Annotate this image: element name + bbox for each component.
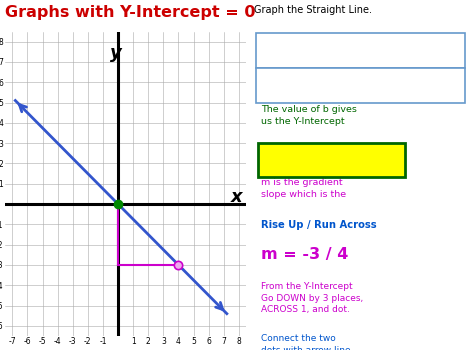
Text: Connect the two
dots with arrow line: Connect the two dots with arrow line xyxy=(261,334,350,350)
Text: The value of b gives
us the Y-Intercept: The value of b gives us the Y-Intercept xyxy=(261,105,356,126)
Text: Rise Up / Run Across: Rise Up / Run Across xyxy=(261,220,376,231)
Text: From the Y-Intercept
Go DOWN by 3 places,
ACROSS 1, and dot.: From the Y-Intercept Go DOWN by 3 places… xyxy=(261,282,363,314)
Text: y = -3/4 x + 0: y = -3/4 x + 0 xyxy=(310,79,410,92)
Text: y: y xyxy=(110,44,122,62)
Text: Graph the Straight Line.: Graph the Straight Line. xyxy=(254,5,372,15)
Text: m = -3 / 4: m = -3 / 4 xyxy=(261,247,348,262)
Text: x: x xyxy=(231,188,243,206)
Text: b = zero: b = zero xyxy=(296,153,367,168)
Text: m is the gradient
slope which is the: m is the gradient slope which is the xyxy=(261,178,346,199)
Text: y = -3/4 x: y = -3/4 x xyxy=(325,44,396,57)
Text: Graphs with Y-Intercept = 0: Graphs with Y-Intercept = 0 xyxy=(5,5,255,20)
